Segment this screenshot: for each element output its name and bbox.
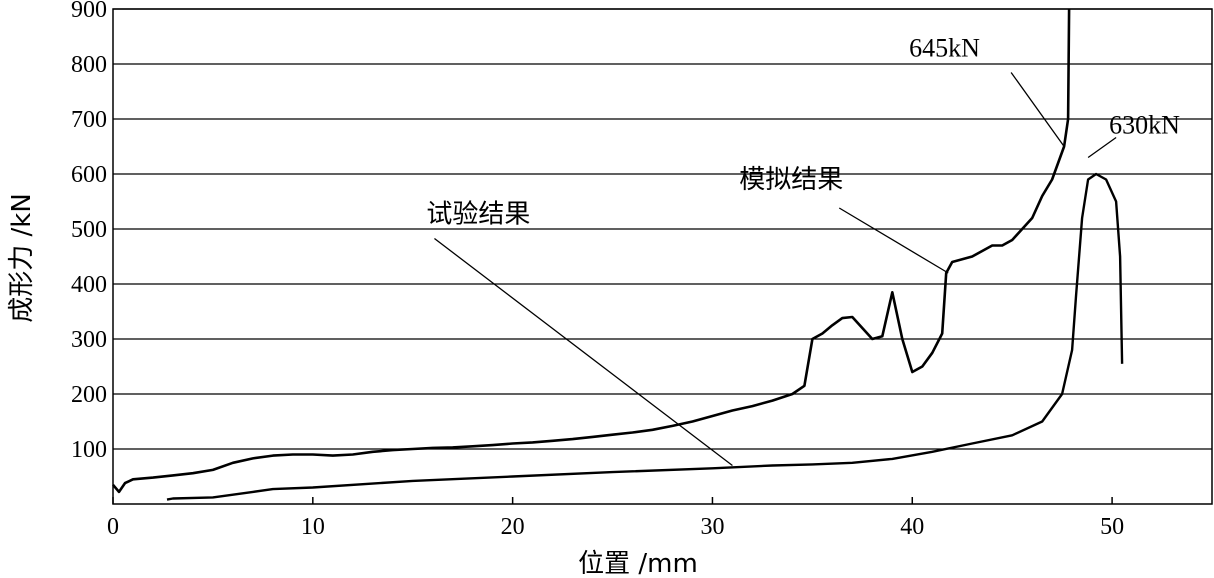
x-tick-label: 40 <box>900 514 924 540</box>
y-tick-label: 100 <box>71 437 107 463</box>
annotation-leader <box>1087 136 1117 159</box>
annotation-label: 645kN <box>909 34 980 63</box>
x-tick-label: 10 <box>301 514 325 540</box>
y-tick-label: 400 <box>71 272 107 298</box>
annotation-leader <box>434 237 733 467</box>
x-axis-title: 位置 /mm <box>578 549 698 578</box>
annotation-leader <box>1010 72 1065 147</box>
y-tick-label: 300 <box>71 327 107 353</box>
y-tick-label: 200 <box>71 382 107 408</box>
y-axis-title: 成形力 /kN <box>7 193 37 323</box>
plot-frame <box>112 8 1213 505</box>
x-tick-label: 0 <box>107 514 119 540</box>
series-lines <box>112 8 1124 501</box>
x-tick-label: 50 <box>1100 514 1124 540</box>
x-tick-label: 20 <box>501 514 525 540</box>
y-tick-label: 800 <box>71 52 107 78</box>
x-tick-label: 30 <box>700 514 724 540</box>
experiment-result-line <box>166 172 1124 501</box>
gridlines <box>113 8 1212 450</box>
y-tick-label: 900 <box>71 0 107 23</box>
annotation-label: 试验结果 <box>426 200 530 230</box>
y-tick-label: 500 <box>71 217 107 243</box>
simulation-result-line <box>112 8 1071 494</box>
y-tick-label: 700 <box>71 107 107 133</box>
annotation-label: 630kN <box>1109 111 1180 140</box>
y-tick-label: 600 <box>71 162 107 188</box>
annotation-leader <box>838 207 949 274</box>
tick-labels: 100 200 300 400 500 600 700 800 900 0 10 20 30 40 50 <box>71 0 1124 540</box>
annotation-label: 模拟结果 <box>739 165 843 195</box>
